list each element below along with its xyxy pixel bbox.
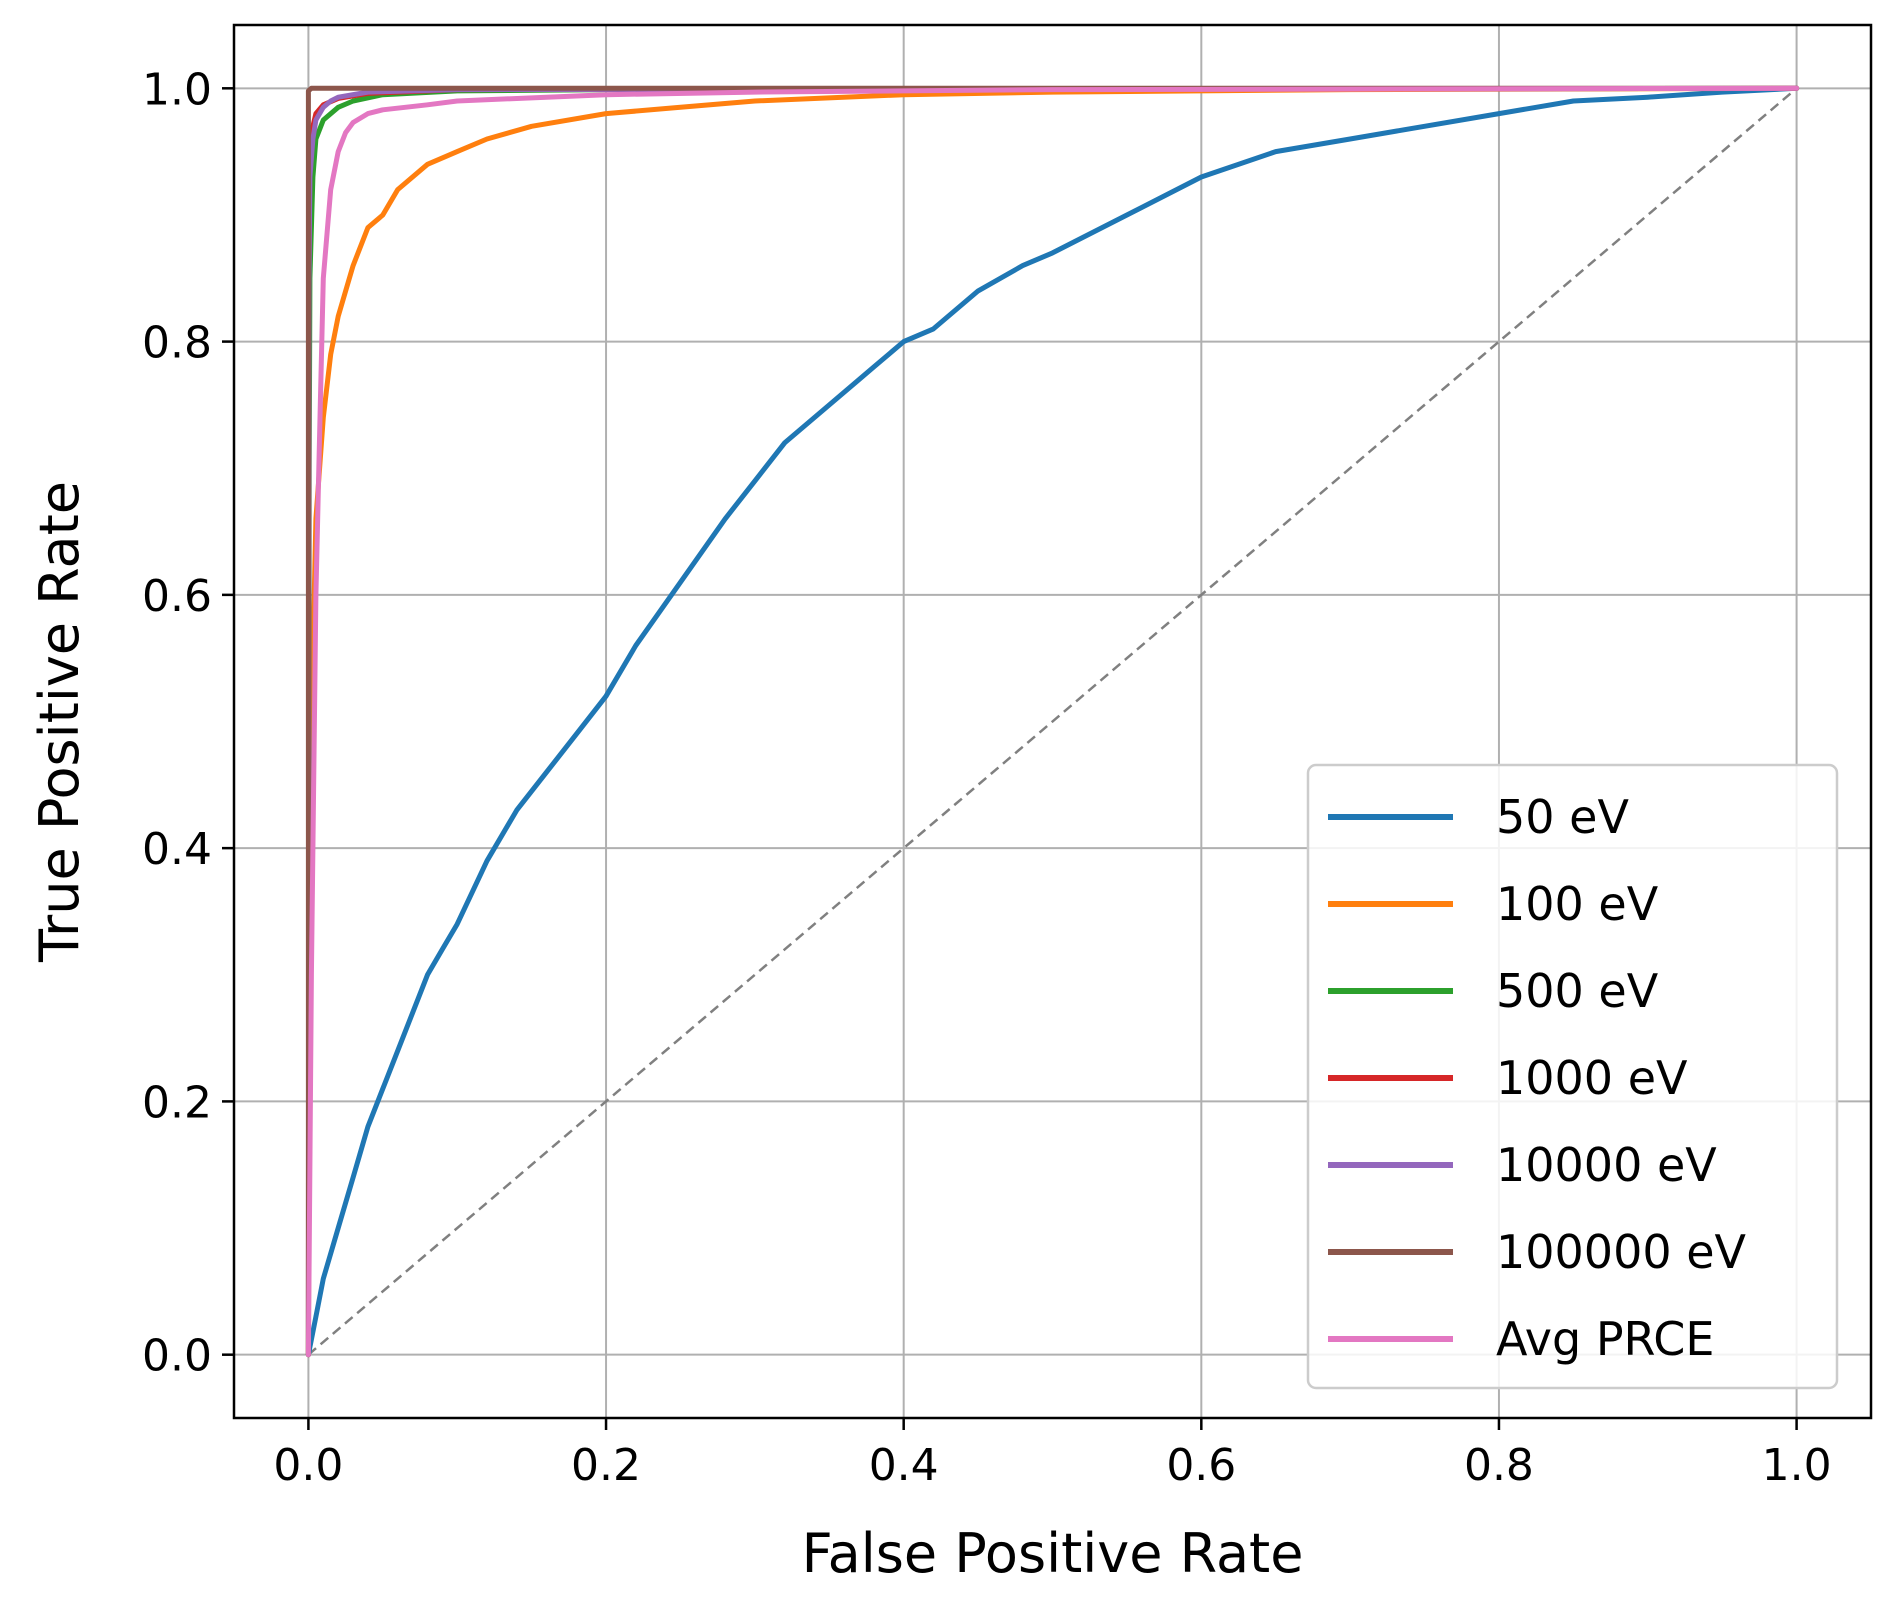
y-tick-label: 0.0 [142, 1331, 212, 1382]
legend-label: 500 eV [1496, 964, 1659, 1018]
series-lines [305, 85, 1800, 1358]
y-tick-label: 0.4 [142, 824, 212, 875]
x-tick-label: 0.0 [273, 1440, 343, 1491]
grid [234, 25, 1871, 1418]
series-line-avg-prce [305, 85, 1800, 1358]
axis-ticks: 0.0 0.2 0.4 0.6 0.8 1.0 0.0 0.2 0.4 0.6 0.8 1.0 [142, 64, 1832, 1491]
series-line-50-ev [305, 85, 1800, 1358]
reference-diagonal-line [307, 87, 1798, 1356]
y-tick-label: 0.6 [142, 571, 212, 622]
y-tick-label: 0.8 [142, 318, 212, 369]
y-axis-label: True Positive Rate [28, 481, 91, 963]
x-tick-label: 1.0 [1762, 1440, 1832, 1491]
legend-label: 10000 eV [1496, 1138, 1717, 1192]
x-axis-label: False Positive Rate [802, 1522, 1304, 1585]
legend-box [1306, 763, 1839, 1390]
y-tick-label: 1.0 [142, 64, 212, 115]
reference-diagonal [307, 87, 1798, 1356]
legend-label: 100 eV [1496, 877, 1659, 931]
x-tick-label: 0.2 [571, 1440, 641, 1491]
legend: 50 eV 100 eV 500 eV 1000 eV 10000 eV 100000 e… [1306, 763, 1839, 1390]
y-tick-label: 0.2 [142, 1077, 212, 1128]
legend-label: 1000 eV [1496, 1051, 1688, 1105]
x-tick-label: 0.8 [1464, 1440, 1534, 1491]
legend-label: 100000 eV [1496, 1225, 1747, 1279]
legend-label: Avg PRCE [1496, 1312, 1714, 1366]
x-tick-label: 0.4 [869, 1440, 939, 1491]
x-tick-label: 0.6 [1166, 1440, 1236, 1491]
plot-frame [232, 23, 1873, 1420]
legend-label: 50 eV [1496, 790, 1629, 844]
